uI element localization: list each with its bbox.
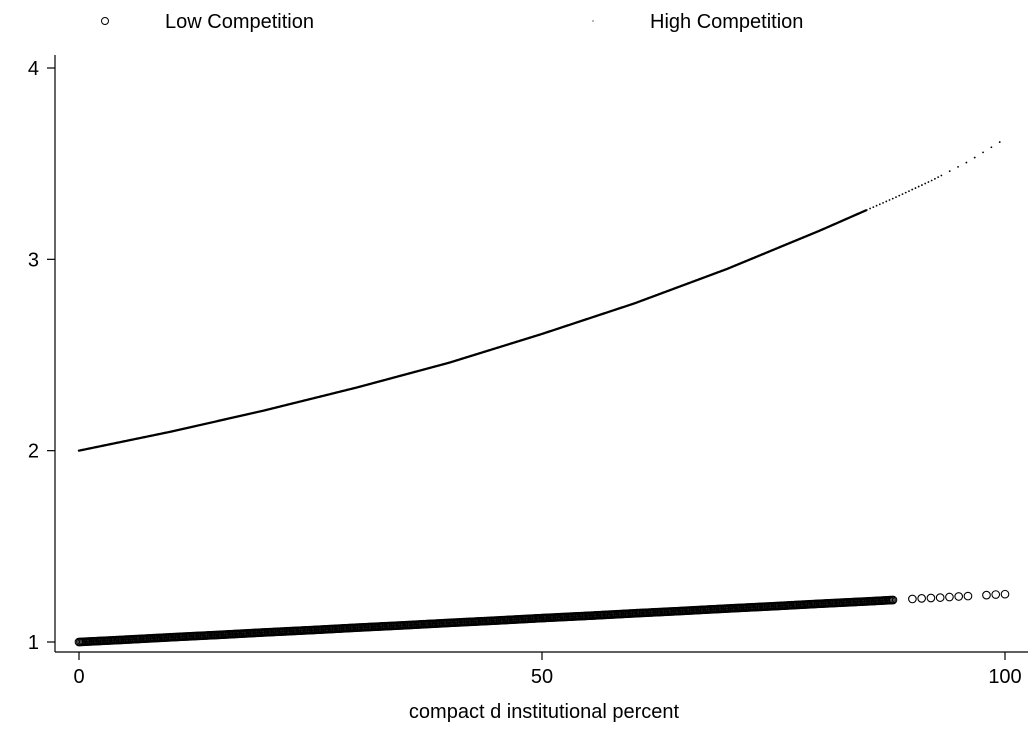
x-ticks: 0 50 100 — [73, 652, 1022, 688]
data-point — [991, 590, 1001, 599]
data-point — [990, 146, 993, 149]
plot-series — [74, 141, 1010, 647]
data-point — [982, 151, 984, 154]
data-point — [895, 196, 897, 199]
data-point — [927, 181, 930, 183]
data-point — [926, 593, 936, 603]
data-point — [924, 182, 927, 185]
data-point — [965, 161, 968, 164]
data-point — [865, 209, 868, 211]
data-point — [882, 201, 884, 204]
data-point — [888, 199, 891, 201]
x-axis-title: compact d institutional percent — [409, 701, 680, 723]
legend-label-high-competition: High Competition — [650, 11, 803, 33]
y-tick-label: 2 — [28, 441, 39, 463]
data-point — [930, 179, 933, 182]
data-point — [917, 594, 927, 603]
data-point — [937, 176, 940, 179]
data-point — [908, 190, 910, 192]
data-point — [898, 194, 901, 197]
data-point — [911, 188, 914, 191]
data-point — [948, 170, 951, 173]
legend-marker-high-competition — [592, 20, 594, 22]
data-point — [982, 590, 991, 600]
data-point — [940, 174, 943, 177]
data-point — [973, 156, 976, 159]
data-point — [885, 200, 888, 203]
data-point — [957, 165, 959, 168]
x-tick-label: 50 — [531, 666, 553, 688]
y-tick-label: 1 — [28, 632, 39, 654]
legend-marker-low-competition — [101, 17, 109, 25]
data-point — [1000, 589, 1010, 599]
legend: Low Competition High Competition — [101, 11, 803, 33]
data-point — [934, 177, 936, 180]
data-point — [875, 204, 878, 207]
data-point — [954, 592, 964, 601]
x-tick-label: 0 — [73, 666, 84, 688]
x-tick-label: 100 — [988, 666, 1021, 688]
data-point — [878, 203, 881, 206]
data-point — [904, 191, 907, 194]
series-high-competition — [77, 141, 1001, 452]
series-low-competition — [74, 589, 1010, 647]
data-point — [901, 193, 904, 196]
data-point — [935, 593, 945, 602]
data-point — [908, 594, 917, 604]
y-ticks: 1 2 3 4 — [28, 58, 55, 654]
y-tick-label: 3 — [28, 249, 39, 271]
data-point — [872, 206, 875, 209]
data-point — [891, 197, 894, 200]
legend-label-low-competition: Low Competition — [165, 11, 314, 33]
data-point — [914, 187, 917, 189]
data-point — [917, 185, 920, 188]
y-tick-label: 4 — [28, 58, 39, 80]
axes — [54, 55, 1028, 653]
data-point — [921, 184, 923, 186]
data-point — [945, 592, 954, 602]
data-point — [888, 595, 898, 605]
data-point — [869, 207, 871, 210]
data-point — [998, 141, 1001, 143]
data-point — [963, 591, 973, 601]
